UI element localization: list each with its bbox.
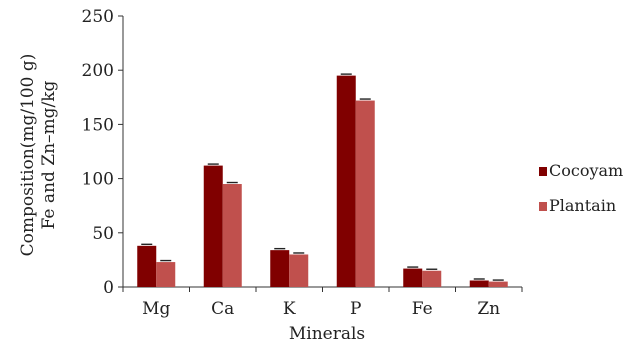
bar-plantain-k <box>289 254 309 287</box>
y-tick-label: 100 <box>82 170 114 190</box>
bar-cocoyam-fe <box>403 268 423 287</box>
bar-cocoyam-p <box>336 75 356 288</box>
legend-label-cocoyam: Cocoyam <box>549 161 623 180</box>
y-axis-title-line2: Fe and Zn–mg/kg <box>39 80 59 229</box>
bar-plantain-p <box>355 100 375 287</box>
x-axis: Mg Ca K P Fe Zn <box>122 286 523 319</box>
legend-swatch-plantain <box>539 202 547 211</box>
x-axis-title: Minerals <box>289 324 365 344</box>
y-axis-title-line1: Composition(mg/100 g) <box>18 54 38 257</box>
bar-cocoyam-zn <box>469 280 489 287</box>
x-tick-label: P <box>350 299 361 319</box>
legend: Cocoyam Plantain <box>539 161 623 215</box>
y-tick-label: 200 <box>82 61 114 81</box>
y-tick-label: 0 <box>103 278 114 298</box>
bar-plantain-zn <box>488 281 508 287</box>
x-tick-label: K <box>283 299 296 319</box>
y-tick-label: 150 <box>82 115 114 135</box>
bar-plantain-fe <box>422 270 442 287</box>
legend-label-plantain: Plantain <box>549 196 616 215</box>
x-tick-label: Ca <box>211 299 234 319</box>
bar-plantain-ca <box>222 184 242 287</box>
legend-swatch-cocoyam <box>539 167 547 176</box>
y-tick-label: 250 <box>82 7 114 27</box>
bar-plantain-mg <box>156 262 176 287</box>
bar-cocoyam-ca <box>203 165 223 287</box>
bar-cocoyam-mg <box>137 245 157 287</box>
bar-cocoyam-k <box>270 250 290 287</box>
y-tick-label: 50 <box>92 224 114 244</box>
y-axis: 0 50 100 150 200 250 <box>82 7 124 298</box>
x-tick-label: Zn <box>477 299 500 319</box>
x-tick-label: Mg <box>142 299 170 319</box>
bars <box>137 73 508 288</box>
x-tick-label: Fe <box>412 299 433 319</box>
